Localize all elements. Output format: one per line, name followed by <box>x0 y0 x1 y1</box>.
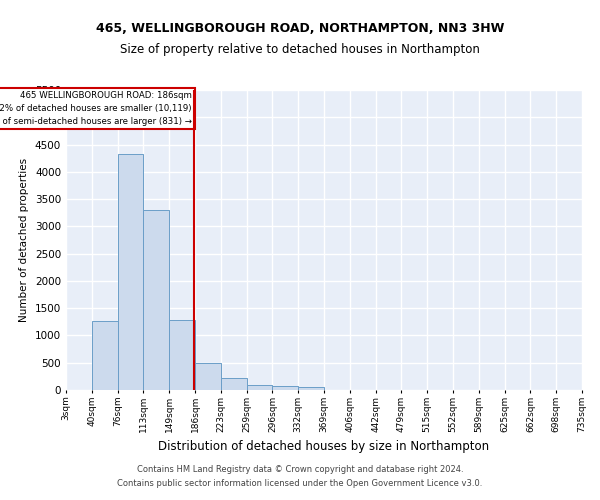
Text: 465, WELLINGBOROUGH ROAD, NORTHAMPTON, NN3 3HW: 465, WELLINGBOROUGH ROAD, NORTHAMPTON, N… <box>96 22 504 36</box>
Bar <box>143 210 169 390</box>
Bar <box>247 385 272 390</box>
Bar <box>92 320 118 390</box>
Bar <box>298 386 324 390</box>
Text: Size of property relative to detached houses in Northampton: Size of property relative to detached ho… <box>120 42 480 56</box>
Bar <box>195 364 221 390</box>
Y-axis label: Number of detached properties: Number of detached properties <box>19 158 29 322</box>
Text: 465 WELLINGBOROUGH ROAD: 186sqm
← 92% of detached houses are smaller (10,119)
8%: 465 WELLINGBOROUGH ROAD: 186sqm ← 92% of… <box>0 92 191 126</box>
X-axis label: Distribution of detached houses by size in Northampton: Distribution of detached houses by size … <box>158 440 490 454</box>
Bar <box>272 386 298 390</box>
Bar <box>221 378 247 390</box>
Bar <box>118 154 143 390</box>
Text: Contains HM Land Registry data © Crown copyright and database right 2024.
Contai: Contains HM Land Registry data © Crown c… <box>118 466 482 487</box>
Bar <box>169 320 195 390</box>
